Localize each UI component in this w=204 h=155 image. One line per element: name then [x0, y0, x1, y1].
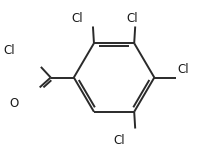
Text: Cl: Cl — [177, 63, 189, 76]
Text: Cl: Cl — [113, 134, 125, 147]
Text: Cl: Cl — [71, 12, 83, 25]
Text: O: O — [10, 97, 19, 110]
Text: Cl: Cl — [126, 12, 138, 25]
Text: Cl: Cl — [4, 44, 15, 57]
